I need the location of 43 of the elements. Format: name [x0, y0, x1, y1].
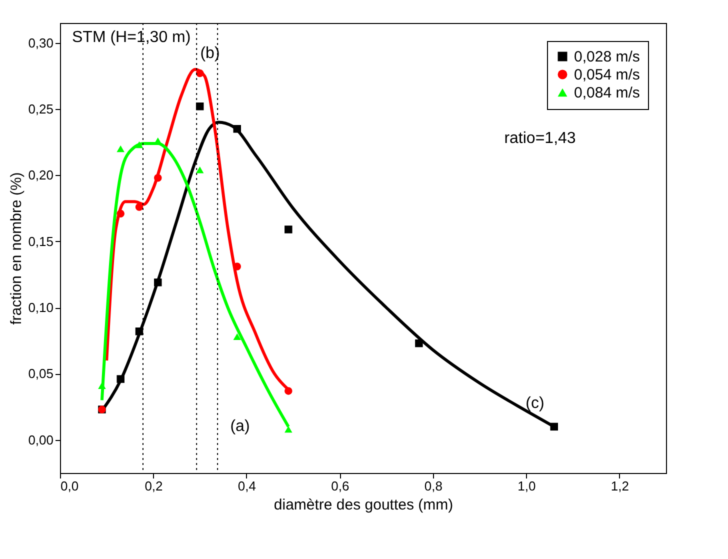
x-tick-label: 0,6 [331, 478, 350, 494]
point [233, 125, 242, 133]
y-tick-label: 0,25 [28, 102, 54, 117]
x-axis-title: diamètre des gouttes (mm) [274, 496, 454, 514]
y-tick-label: 0,00 [28, 432, 54, 448]
legend-label: 0,028 m/s [574, 48, 640, 66]
x-tick-label: 1,2 [610, 478, 629, 494]
point [116, 145, 124, 152]
point [284, 426, 292, 433]
legend-label: 0,084 m/s [574, 84, 640, 102]
x-tick-label: 0,4 [238, 478, 256, 494]
annotation: (c) [526, 395, 544, 412]
y-axis-title: fraction en nombre (%) [8, 172, 26, 325]
y-tick-label: 0,10 [28, 300, 54, 316]
annotation: ratio=1,43 [504, 130, 576, 147]
y-tick-label: 0,30 [28, 35, 54, 50]
point [135, 328, 144, 336]
point [154, 174, 162, 182]
y-tick-label: 0,05 [28, 366, 54, 382]
point [233, 333, 242, 340]
point [284, 226, 292, 234]
annotation: STM (H=1,30 m) [72, 29, 191, 46]
point [550, 422, 558, 431]
point [135, 203, 144, 211]
annotation: (a) [230, 418, 250, 435]
point [154, 278, 162, 286]
point [415, 339, 423, 348]
point [196, 69, 204, 78]
point [196, 166, 204, 174]
x-tick-label: 0,2 [144, 478, 163, 494]
point [135, 141, 144, 148]
x-tick-label: 0,0 [60, 478, 79, 494]
x-tick-label: 1,0 [518, 478, 536, 494]
point [116, 375, 124, 383]
legend-label: 0,054 m/s [574, 66, 640, 84]
point [284, 387, 292, 395]
y-tick-label: 0,15 [28, 234, 54, 249]
point [98, 382, 106, 389]
x-tick-label: 0,8 [424, 478, 442, 494]
annotation: (b) [200, 45, 220, 62]
point [196, 102, 204, 110]
point [116, 210, 124, 218]
y-tick-label: 0,20 [28, 168, 54, 183]
